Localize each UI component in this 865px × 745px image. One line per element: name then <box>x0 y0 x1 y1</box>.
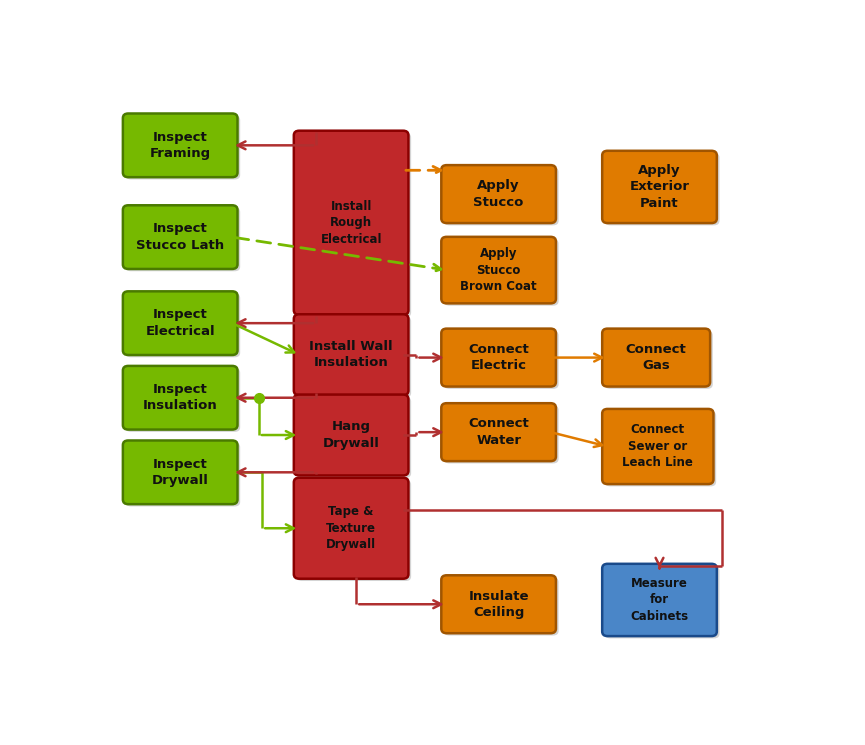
FancyBboxPatch shape <box>125 443 240 507</box>
Text: Connect
Water: Connect Water <box>468 417 529 447</box>
FancyBboxPatch shape <box>441 237 556 303</box>
FancyBboxPatch shape <box>444 331 559 389</box>
FancyBboxPatch shape <box>441 329 556 387</box>
Text: Install Wall
Insulation: Install Wall Insulation <box>310 340 393 370</box>
Text: Inspect
Drywall: Inspect Drywall <box>151 457 208 487</box>
FancyBboxPatch shape <box>602 564 717 636</box>
FancyBboxPatch shape <box>294 130 408 315</box>
Text: Measure
for
Cabinets: Measure for Cabinets <box>631 577 689 623</box>
FancyBboxPatch shape <box>294 395 408 475</box>
Text: Inspect
Framing: Inspect Framing <box>150 130 211 160</box>
FancyBboxPatch shape <box>125 115 240 180</box>
FancyBboxPatch shape <box>123 206 238 269</box>
FancyBboxPatch shape <box>125 208 240 271</box>
FancyBboxPatch shape <box>605 566 720 638</box>
FancyBboxPatch shape <box>605 153 720 225</box>
Text: Apply
Stucco: Apply Stucco <box>473 180 524 209</box>
FancyBboxPatch shape <box>123 113 238 177</box>
FancyBboxPatch shape <box>444 577 559 635</box>
FancyBboxPatch shape <box>297 133 411 317</box>
FancyBboxPatch shape <box>441 575 556 633</box>
FancyBboxPatch shape <box>441 403 556 461</box>
FancyBboxPatch shape <box>297 317 411 397</box>
Text: Inspect
Insulation: Inspect Insulation <box>143 383 218 413</box>
FancyBboxPatch shape <box>605 331 713 389</box>
FancyBboxPatch shape <box>123 291 238 355</box>
FancyBboxPatch shape <box>123 366 238 430</box>
Text: Install
Rough
Electrical: Install Rough Electrical <box>320 200 381 246</box>
FancyBboxPatch shape <box>602 329 710 387</box>
FancyBboxPatch shape <box>297 480 411 581</box>
Text: Apply
Exterior
Paint: Apply Exterior Paint <box>630 164 689 210</box>
Text: Inspect
Electrical: Inspect Electrical <box>145 308 215 338</box>
FancyBboxPatch shape <box>444 239 559 305</box>
FancyBboxPatch shape <box>294 478 408 579</box>
Text: Inspect
Stucco Lath: Inspect Stucco Lath <box>136 222 224 252</box>
FancyBboxPatch shape <box>602 150 717 223</box>
FancyBboxPatch shape <box>441 165 556 223</box>
FancyBboxPatch shape <box>123 440 238 504</box>
Text: Connect
Electric: Connect Electric <box>468 343 529 372</box>
FancyBboxPatch shape <box>125 368 240 432</box>
FancyBboxPatch shape <box>297 397 411 478</box>
FancyBboxPatch shape <box>444 168 559 225</box>
Text: Connect
Sewer or
Leach Line: Connect Sewer or Leach Line <box>623 423 693 469</box>
Text: Apply
Stucco
Brown Coat: Apply Stucco Brown Coat <box>460 247 537 293</box>
Text: Hang
Drywall: Hang Drywall <box>323 420 380 450</box>
FancyBboxPatch shape <box>605 411 716 486</box>
Text: Connect
Gas: Connect Gas <box>625 343 687 372</box>
FancyBboxPatch shape <box>125 294 240 358</box>
FancyBboxPatch shape <box>602 409 714 484</box>
FancyBboxPatch shape <box>444 405 559 463</box>
FancyBboxPatch shape <box>294 314 408 395</box>
Text: Insulate
Ceiling: Insulate Ceiling <box>468 589 529 619</box>
Text: Tape &
Texture
Drywall: Tape & Texture Drywall <box>326 505 376 551</box>
